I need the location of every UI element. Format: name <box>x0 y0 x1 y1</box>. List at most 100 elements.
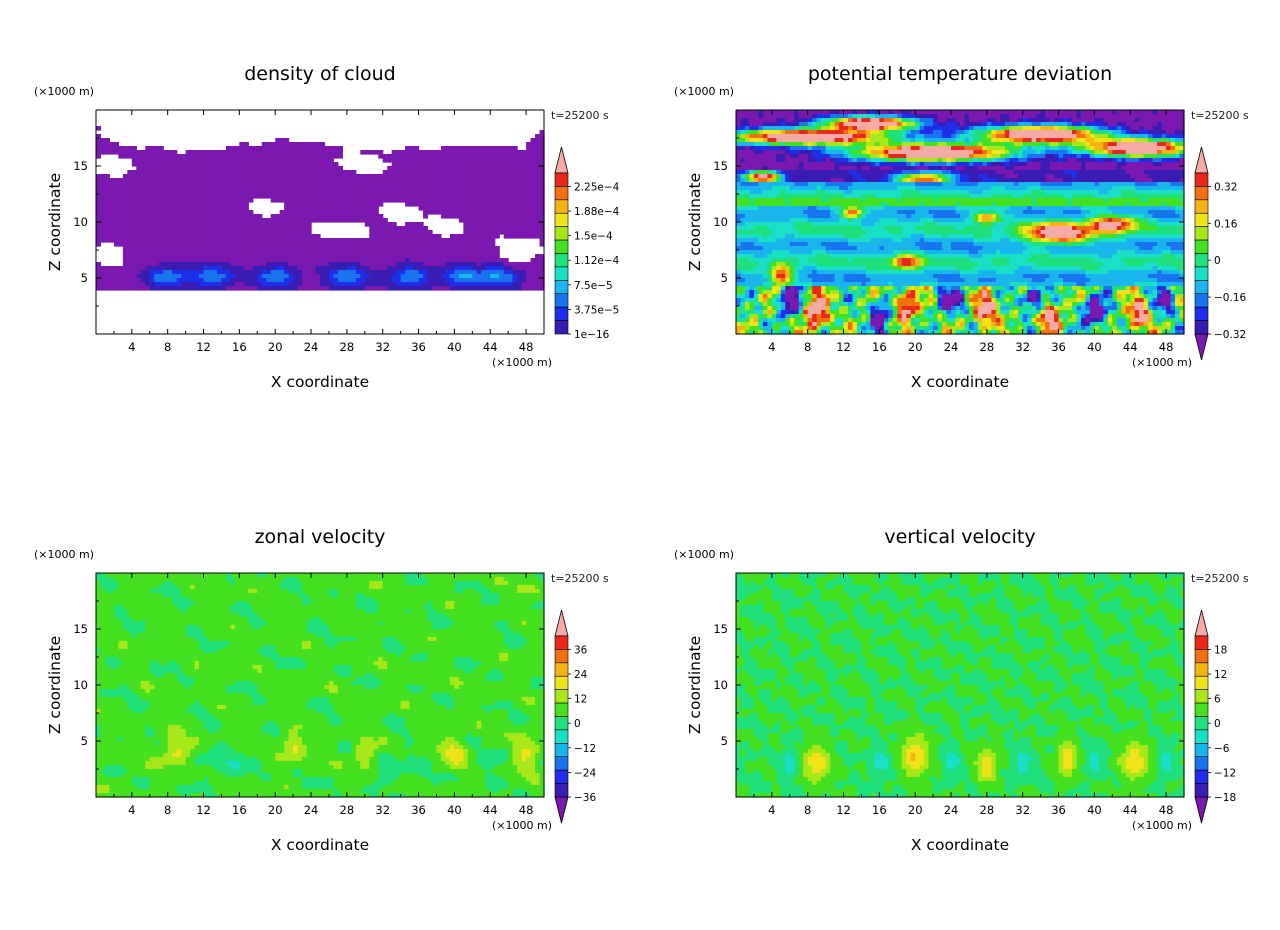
heatmap-cell <box>145 150 150 155</box>
heatmap-cell <box>463 194 468 199</box>
heatmap-cell <box>763 154 768 159</box>
heatmap-cell <box>172 170 177 175</box>
heatmap-cell <box>324 250 329 255</box>
heatmap-cell <box>307 274 312 279</box>
heatmap-cell <box>826 250 831 255</box>
heatmap-cell <box>754 262 759 267</box>
heatmap-cell <box>298 198 303 203</box>
heatmap-cell <box>821 238 826 243</box>
heatmap-cell <box>812 234 817 239</box>
heatmap-cell <box>342 194 347 199</box>
heatmap-cell <box>776 310 781 315</box>
heatmap-cell <box>535 146 540 151</box>
heatmap-cell <box>150 154 155 159</box>
heatmap-cell <box>504 150 509 155</box>
heatmap-cell <box>266 262 271 267</box>
heatmap-cell <box>320 250 325 255</box>
heatmap-cell <box>204 266 209 271</box>
heatmap-cell <box>374 210 379 215</box>
heatmap-cell <box>454 282 459 287</box>
heatmap-cell <box>799 282 804 287</box>
heatmap-cell <box>141 198 146 203</box>
heatmap-cell <box>468 182 473 187</box>
heatmap-cell <box>132 162 137 167</box>
heatmap-cell <box>199 170 204 175</box>
heatmap-cell <box>531 174 536 179</box>
heatmap-cell <box>244 226 249 231</box>
heatmap-cell <box>275 218 280 223</box>
heatmap-cell <box>378 238 383 243</box>
heatmap-cell <box>821 210 826 215</box>
heatmap-cell <box>100 178 105 183</box>
heatmap-cell <box>495 206 500 211</box>
heatmap-cell <box>96 282 101 287</box>
heatmap-cell <box>168 234 173 239</box>
heatmap-cell <box>181 166 186 171</box>
heatmap-cell <box>749 122 754 127</box>
heatmap-cell <box>307 162 312 167</box>
heatmap-cell <box>186 218 191 223</box>
heatmap-cell <box>329 262 334 267</box>
heatmap-cell <box>767 182 772 187</box>
heatmap-cell <box>772 146 777 151</box>
heatmap-cell <box>163 250 168 255</box>
heatmap-cell <box>275 286 280 291</box>
heatmap-cell <box>293 282 298 287</box>
heatmap-cell <box>450 146 455 151</box>
heatmap-cell <box>481 150 486 155</box>
heatmap-cell <box>316 270 321 275</box>
heatmap-cell <box>293 234 298 239</box>
heatmap-cell <box>740 306 745 311</box>
heatmap-cell <box>123 286 128 291</box>
heatmap-cell <box>428 246 433 251</box>
heatmap-cell <box>266 190 271 195</box>
heatmap-cell <box>772 210 777 215</box>
heatmap-cell <box>477 254 482 259</box>
heatmap-cell <box>495 222 500 227</box>
heatmap-cell <box>781 122 786 127</box>
heatmap-cell <box>736 126 741 131</box>
heatmap-cell <box>266 186 271 191</box>
heatmap-cell <box>163 194 168 199</box>
heatmap-cell <box>790 218 795 223</box>
heatmap-cell <box>271 174 276 179</box>
heatmap-cell <box>763 286 768 291</box>
heatmap-cell <box>392 250 397 255</box>
heatmap-cell <box>271 198 276 203</box>
heatmap-cell <box>848 142 853 147</box>
heatmap-cell <box>100 266 105 271</box>
heatmap-cell <box>154 230 159 235</box>
heatmap-cell <box>289 150 294 155</box>
heatmap-cell <box>172 266 177 271</box>
heatmap-cell <box>356 198 361 203</box>
heatmap-cell <box>844 134 849 139</box>
heatmap-cell <box>436 278 441 283</box>
heatmap-cell <box>199 166 204 171</box>
heatmap-cell <box>199 242 204 247</box>
heatmap-cell <box>812 166 817 171</box>
heatmap-cell <box>535 206 540 211</box>
heatmap-cell <box>812 130 817 135</box>
heatmap-cell <box>522 178 527 183</box>
heatmap-cell <box>163 226 168 231</box>
heatmap-cell <box>159 234 164 239</box>
heatmap-cell <box>168 214 173 219</box>
heatmap-cell <box>168 226 173 231</box>
heatmap-cell <box>360 238 365 243</box>
heatmap-cell <box>177 270 182 275</box>
heatmap-cell <box>522 214 527 219</box>
heatmap-cell <box>826 318 831 323</box>
heatmap-cell <box>508 186 513 191</box>
heatmap-cell <box>450 182 455 187</box>
heatmap-cell <box>181 210 186 215</box>
heatmap-cell <box>817 322 822 327</box>
heatmap-cell <box>374 254 379 259</box>
heatmap-cell <box>490 238 495 243</box>
heatmap-cell <box>298 238 303 243</box>
heatmap-cell <box>776 298 781 303</box>
heatmap-cell <box>154 246 159 251</box>
heatmap-cell <box>275 170 280 175</box>
heatmap-cell <box>758 326 763 331</box>
heatmap-cell <box>199 286 204 291</box>
heatmap-cell <box>378 178 383 183</box>
